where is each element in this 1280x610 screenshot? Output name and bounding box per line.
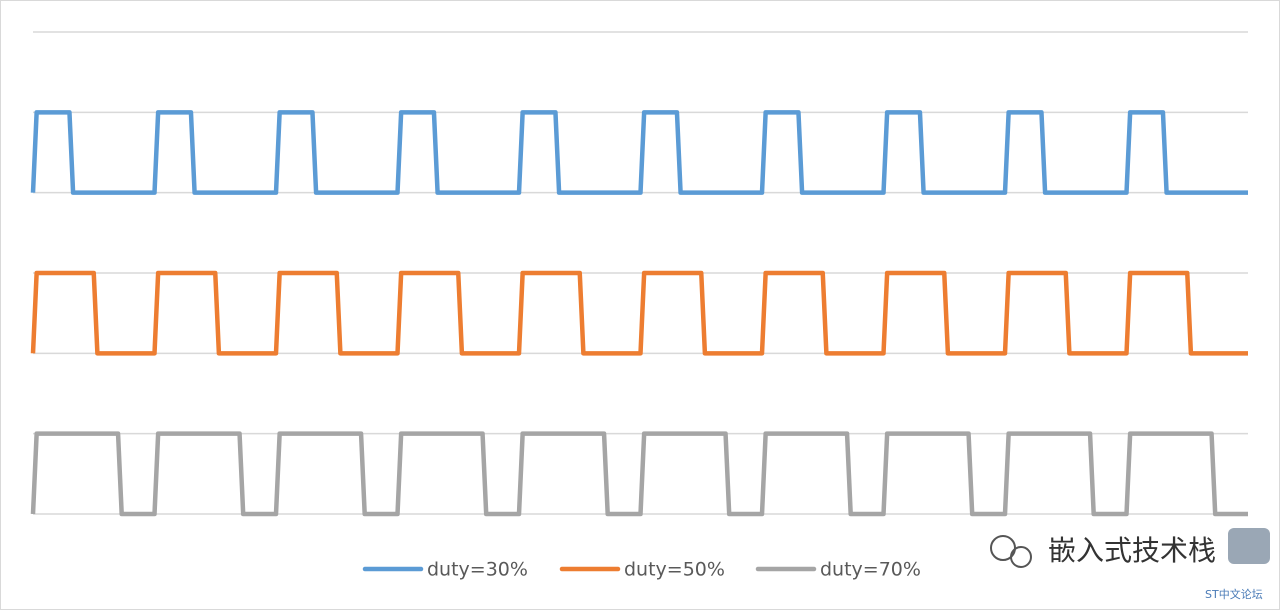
series-line — [30, 431, 1248, 517]
watermark-source: ST中文论坛 — [1205, 587, 1263, 601]
legend-label: duty=30% — [427, 559, 528, 581]
watermark-icon — [990, 528, 1270, 568]
legend-label: duty=50% — [624, 559, 725, 581]
series-line — [30, 110, 1248, 195]
legend-label: duty=70% — [820, 559, 921, 581]
series-line — [30, 270, 1248, 356]
watermark-text: 嵌入式技术栈 — [1048, 534, 1216, 567]
